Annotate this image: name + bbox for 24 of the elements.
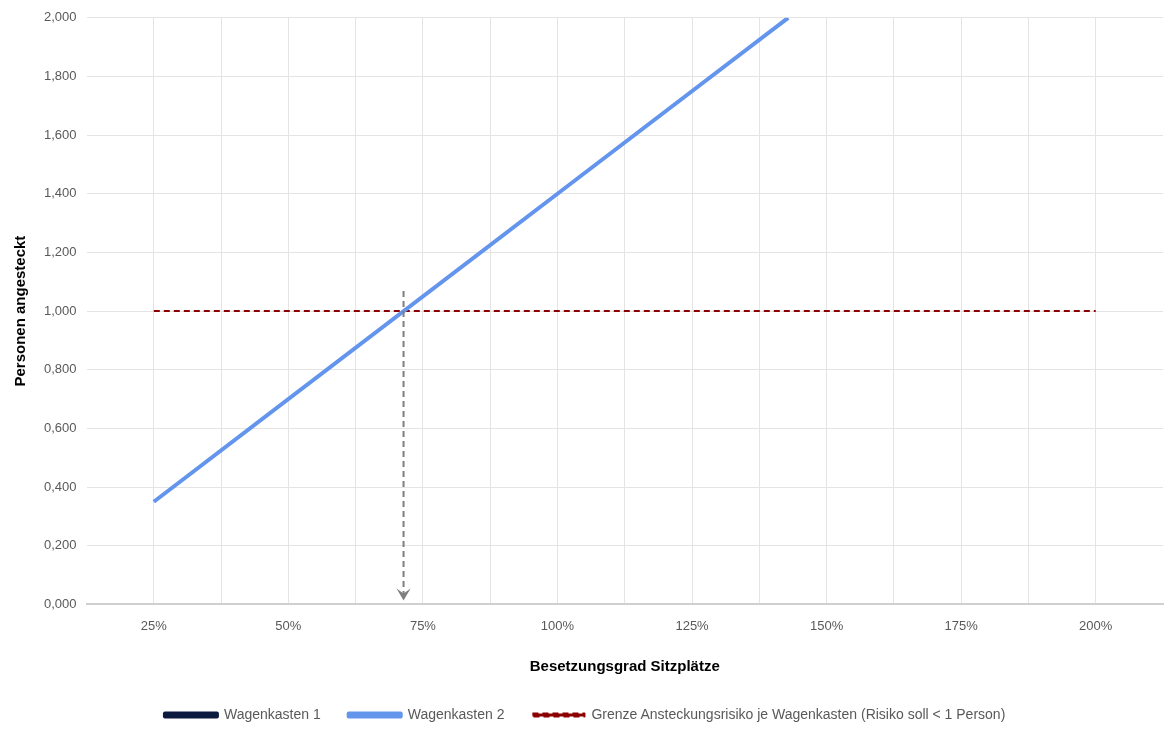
y-tick-label: 1,200 bbox=[43, 244, 77, 260]
legend-label: Wagenkasten 1 bbox=[223, 705, 321, 722]
x-tick-label: 100% bbox=[540, 617, 575, 633]
x-tick-label: 175% bbox=[944, 617, 979, 633]
y-tick-label: 1,600 bbox=[43, 126, 77, 142]
y-tick-label: 1,400 bbox=[43, 185, 77, 201]
y-tick-label: 0,600 bbox=[43, 420, 77, 435]
y-tick-label: 1,800 bbox=[43, 68, 77, 84]
y-tick-label: 0,800 bbox=[43, 361, 77, 377]
x-tick-label: 25% bbox=[140, 617, 168, 633]
x-tick-label: 200% bbox=[1079, 617, 1113, 633]
y-tick-label: 0,000 bbox=[43, 595, 77, 611]
x-axis-title: Besetzungsgrad Sitzplätze bbox=[529, 657, 720, 675]
x-tick-label: 150% bbox=[809, 617, 844, 633]
x-tick-label: 75% bbox=[409, 617, 437, 633]
y-tick-label: 0,200 bbox=[43, 537, 77, 553]
legend-label: Grenze Ansteckungsrisiko je Wagenkasten (Risiko soll < 1 Person) bbox=[591, 705, 1006, 722]
y-tick-label: 2,000 bbox=[43, 9, 77, 25]
legend-label: Wagenkasten 2 bbox=[407, 705, 505, 722]
y-axis-title: Personen angesteckt bbox=[11, 235, 29, 387]
y-tick-label: 0,400 bbox=[43, 478, 77, 494]
x-tick-label: 125% bbox=[675, 617, 710, 633]
y-tick-label: 1,000 bbox=[43, 302, 77, 318]
x-tick-label: 50% bbox=[275, 617, 302, 633]
